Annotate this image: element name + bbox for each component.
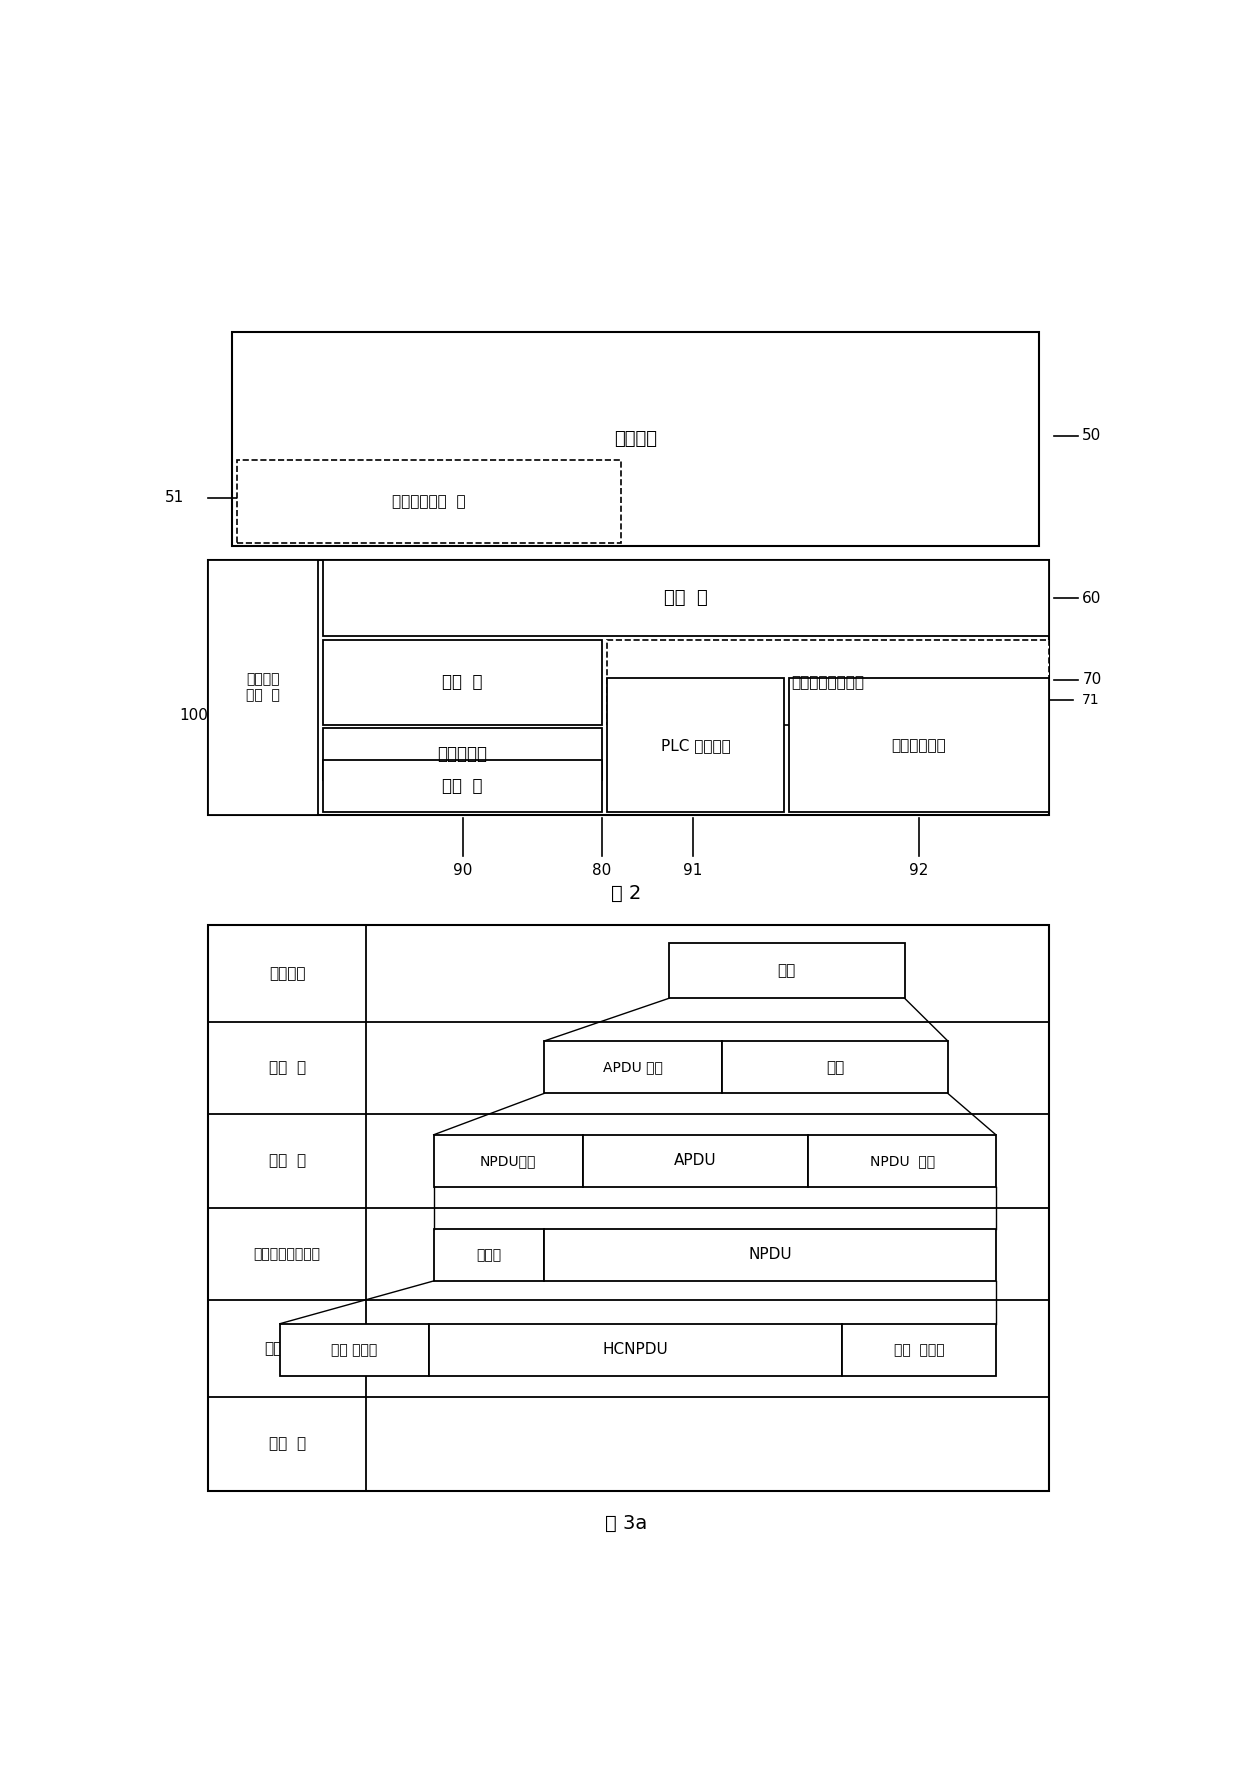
Text: HCNPDU: HCNPDU [603, 1343, 668, 1358]
FancyBboxPatch shape [606, 639, 1049, 725]
Text: 应用  层: 应用 层 [665, 589, 708, 607]
Text: 网络管理附属  层: 网络管理附属 层 [392, 494, 466, 509]
FancyBboxPatch shape [208, 559, 1049, 815]
FancyBboxPatch shape [722, 1041, 947, 1093]
FancyBboxPatch shape [544, 1041, 722, 1093]
FancyBboxPatch shape [324, 759, 601, 811]
Text: 家庭码控制附属层: 家庭码控制附属层 [791, 675, 864, 690]
Text: 家庭码控制附属层: 家庭码控制附属层 [254, 1247, 321, 1261]
Text: 51: 51 [165, 491, 184, 505]
Text: NPDU标题: NPDU标题 [480, 1153, 537, 1168]
Text: 应用软件: 应用软件 [269, 965, 305, 981]
FancyBboxPatch shape [808, 1135, 996, 1187]
FancyBboxPatch shape [789, 679, 1049, 811]
FancyBboxPatch shape [324, 727, 601, 781]
FancyBboxPatch shape [434, 1135, 583, 1187]
Text: NPDU: NPDU [748, 1247, 792, 1263]
Text: 家庭码: 家庭码 [476, 1248, 501, 1261]
Text: 100: 100 [179, 707, 208, 724]
Text: 信息  帧结尾: 信息 帧结尾 [894, 1343, 945, 1358]
FancyBboxPatch shape [208, 559, 319, 815]
Text: 无线网络协议: 无线网络协议 [892, 738, 946, 752]
Text: 80: 80 [593, 863, 611, 878]
Text: 图 2: 图 2 [611, 883, 641, 903]
FancyBboxPatch shape [237, 460, 621, 543]
Text: 数据链路层: 数据链路层 [264, 1341, 310, 1356]
FancyBboxPatch shape [842, 1324, 996, 1375]
Text: 信息: 信息 [777, 964, 796, 978]
FancyBboxPatch shape [583, 1135, 808, 1187]
Text: 90: 90 [453, 863, 472, 878]
Text: NPDU  结尾: NPDU 结尾 [869, 1153, 935, 1168]
FancyBboxPatch shape [208, 926, 1049, 1490]
FancyBboxPatch shape [544, 1229, 996, 1281]
Text: PLC 网络协议: PLC 网络协议 [661, 738, 730, 752]
Text: 应用软件: 应用软件 [614, 430, 657, 448]
Text: 图 3a: 图 3a [605, 1513, 647, 1533]
FancyBboxPatch shape [232, 331, 1039, 546]
Text: 71: 71 [1083, 693, 1100, 707]
Text: 92: 92 [909, 863, 929, 878]
Text: APDU 标题: APDU 标题 [603, 1060, 663, 1075]
Text: 70: 70 [1083, 672, 1101, 688]
Text: 信息: 信息 [826, 1060, 844, 1075]
FancyBboxPatch shape [280, 1324, 429, 1375]
FancyBboxPatch shape [434, 1229, 544, 1281]
FancyBboxPatch shape [324, 639, 601, 725]
Text: 物理  层: 物理 层 [269, 1436, 306, 1451]
Text: 50: 50 [1083, 428, 1101, 442]
FancyBboxPatch shape [429, 1324, 842, 1375]
Text: 数据链路层: 数据链路层 [438, 745, 487, 763]
FancyBboxPatch shape [606, 679, 785, 811]
Text: APDU: APDU [675, 1153, 717, 1168]
FancyBboxPatch shape [670, 944, 905, 998]
Text: 信息 帧标题: 信息 帧标题 [331, 1343, 377, 1358]
Text: 网络  层: 网络 层 [443, 673, 482, 691]
Text: 91: 91 [683, 863, 703, 878]
FancyBboxPatch shape [324, 559, 1049, 636]
Text: 60: 60 [1083, 591, 1101, 605]
Text: 媒介变量
管理  层: 媒介变量 管理 层 [247, 672, 280, 702]
Text: 网络  层: 网络 层 [269, 1153, 306, 1168]
Text: 物理  层: 物理 层 [443, 777, 482, 795]
Text: 应用  层: 应用 层 [269, 1060, 306, 1075]
